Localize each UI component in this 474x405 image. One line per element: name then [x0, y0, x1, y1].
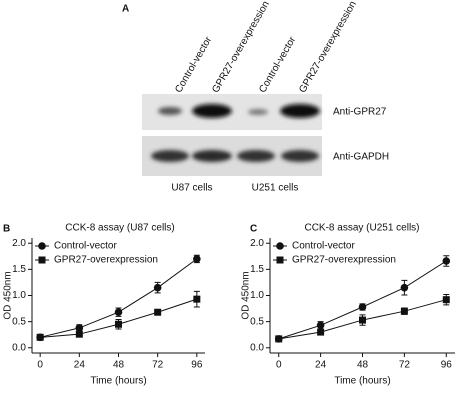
point	[75, 324, 84, 332]
point	[275, 335, 283, 343]
x-tick-label: 48	[113, 360, 125, 371]
x-tick-label: 72	[399, 360, 411, 371]
legend-marker	[276, 256, 284, 264]
y-tick-label: 0.0	[250, 342, 264, 353]
point	[115, 320, 122, 328]
legend-label: GPR27-overexpression	[54, 255, 158, 266]
x-tick-label: 96	[191, 360, 203, 371]
point	[193, 295, 201, 303]
point	[317, 328, 325, 336]
point	[400, 283, 409, 292]
x-tick-label: 24	[74, 360, 86, 371]
x-tick-label: 96	[441, 360, 453, 371]
point	[316, 321, 325, 330]
x-axis-label: Time (hours)	[334, 376, 390, 387]
y-tick-label: 1.5	[12, 264, 26, 275]
x-tick-label: 0	[37, 360, 43, 371]
y-tick-label: 1.5	[250, 264, 264, 275]
y-tick-label: 0.5	[12, 316, 26, 327]
panel-label: B	[3, 224, 10, 235]
chart-title: CCK-8 assay (U87 cells)	[65, 223, 174, 234]
point	[75, 330, 83, 338]
y-tick-label: 0.0	[12, 342, 26, 353]
series-line	[278, 260, 447, 340]
legend-label: Control-vector	[54, 241, 117, 252]
row-label: Anti-GPR27	[333, 107, 387, 118]
point	[400, 307, 408, 315]
lane-label: Control-vector	[173, 34, 214, 94]
legend-label: GPR27-overexpression	[292, 255, 396, 266]
panel-label: A	[122, 4, 129, 15]
legend-marker	[276, 242, 284, 250]
point	[442, 257, 451, 265]
y-tick-label: 1.0	[250, 290, 264, 301]
x-tick-label: 72	[152, 360, 164, 371]
legend-marker	[38, 256, 46, 264]
chart-title: CCK-8 assay (U251 cells)	[304, 223, 419, 234]
x-tick-label: 24	[315, 360, 327, 371]
group-label: U251 cells	[252, 183, 299, 194]
y-axis-label: OD 450nm	[3, 271, 14, 319]
legend-marker	[38, 242, 46, 250]
y-tick-label: 2.0	[250, 238, 264, 249]
group-label: U87 cells	[171, 183, 212, 194]
y-tick-label: 1.0	[12, 290, 26, 301]
point	[36, 333, 44, 341]
y-tick-label: 0.5	[250, 316, 264, 327]
legend-label: Control-vector	[292, 241, 355, 252]
x-tick-label: 48	[357, 360, 369, 371]
point	[442, 296, 450, 304]
row-label: Anti-GAPDH	[333, 152, 389, 163]
point	[153, 283, 162, 292]
x-axis-label: Time (hours)	[90, 376, 146, 387]
lane-label: Control-vector	[257, 34, 298, 94]
point	[193, 255, 201, 263]
point	[154, 308, 162, 316]
lane-label: GPR27-overexpression	[297, 0, 358, 95]
x-tick-label: 0	[276, 360, 282, 371]
point	[359, 316, 366, 324]
point	[114, 308, 123, 317]
point	[358, 303, 367, 311]
y-tick-label: 2.0	[12, 238, 26, 249]
blot	[142, 94, 322, 176]
panel-label: C	[250, 224, 257, 235]
y-axis-label: OD 450nm	[241, 271, 252, 319]
